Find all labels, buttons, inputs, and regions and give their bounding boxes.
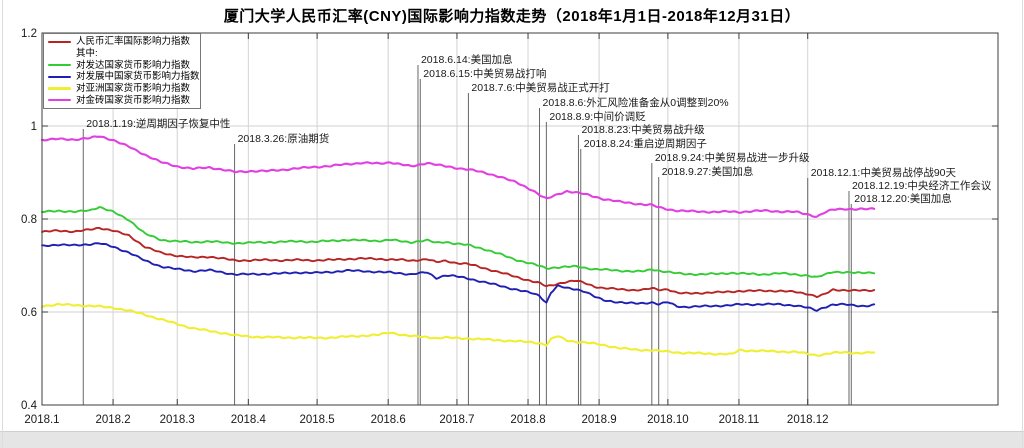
x-tick-label: 2018.9 xyxy=(581,414,616,426)
annotation-label: 2018.8.9:中间价调贬 xyxy=(549,110,646,123)
chart-title: 厦门大学人民币汇率(CNY)国际影响力指数走势（2018年1月1日-2018年1… xyxy=(223,8,801,25)
annotation-label: 2018.7.6:中美贸易战正式开打 xyxy=(471,81,610,94)
window-left-edge xyxy=(2,0,3,447)
x-tick-label: 2018.10 xyxy=(647,414,689,426)
annotation-label: 2018.8.6:外汇风险准备金从0调整到20% xyxy=(542,96,728,109)
series-line-yellow xyxy=(40,302,876,357)
x-tick-label: 2018.4 xyxy=(231,414,267,426)
y-tick-label: 1.2 xyxy=(21,28,37,40)
legend-item: 对发达国家货币影响力指数 xyxy=(48,60,200,71)
legend-item-label: 其中: xyxy=(76,47,98,59)
x-tick-label: 2018.1 xyxy=(24,414,59,426)
annotation-label: 2018.1.19:逆周期因子恢复中性 xyxy=(86,117,230,130)
annotation-label: 2018.9.24:中美贸易战进一步升级 xyxy=(655,151,810,164)
annotation-label: 2018.8.23:中美贸易战升级 xyxy=(581,123,705,136)
x-tick-label: 2018.6 xyxy=(371,414,406,426)
legend-item: 对发展中国家货币影响力指数 xyxy=(48,71,200,82)
series-line-blue xyxy=(41,242,876,312)
series-line-red xyxy=(41,226,876,299)
series-line-magenta xyxy=(40,135,876,218)
figure-bottom-margin xyxy=(0,431,1024,448)
legend-item: 其中: xyxy=(48,48,200,59)
legend-item: 对金砖国家货币影响力指数 xyxy=(48,95,200,106)
legend: 人民币汇率国际影响力指数 其中: 对发达国家货币影响力指数 对发展中国家货币影响力指数… xyxy=(43,33,201,109)
legend-line-magenta xyxy=(48,98,71,102)
x-tick-label: 2018.5 xyxy=(300,414,335,426)
annotation-label: 2018.12.20:美国加息 xyxy=(854,192,951,205)
legend-item: 对亚洲国家货币影响力指数 xyxy=(48,83,200,94)
legend-line-blue xyxy=(48,75,71,78)
y-tick-label: 0.6 xyxy=(21,307,37,319)
legend-item-label: 对发展中国家货币影响力指数 xyxy=(76,71,200,83)
x-tick-label: 2018.8 xyxy=(510,414,545,426)
y-tick-label: 0.4 xyxy=(21,400,38,412)
legend-line-green xyxy=(48,63,71,67)
annotation-label: 2018.3.26:原油期货 xyxy=(238,132,330,145)
legend-item: 人民币汇率国际影响力指数 xyxy=(48,36,200,47)
x-tick-label: 2018.11 xyxy=(719,414,760,426)
x-tick-label: 2018.3 xyxy=(160,414,195,426)
y-tick-label: 1 xyxy=(31,121,37,133)
annotation-label: 2018.9.27:美国加息 xyxy=(662,165,754,178)
legend-item-label: 对亚洲国家货币影响力指数 xyxy=(76,82,191,94)
legend-item-label: 对金砖国家货币影响力指数 xyxy=(76,94,191,106)
plot-area: 2018.1 2018.2 2018.3 2018.4 2018.5 2018.6 2018… xyxy=(21,28,999,426)
annotation-label: 2018.12.1:中美贸易战停战90天 xyxy=(811,166,957,179)
y-tick-label: 0.8 xyxy=(21,214,37,226)
x-tick-label: 2018.2 xyxy=(95,414,130,426)
x-tick-label: 2018.12 xyxy=(787,414,829,426)
annotation-label: 2018.8.24:重启逆周期因子 xyxy=(584,137,707,150)
series-line-green xyxy=(41,206,876,278)
x-tick-label: 2018.7 xyxy=(439,414,474,426)
legend-item-label: 对发达国家货币影响力指数 xyxy=(76,59,191,71)
legend-item-label: 人民币汇率国际影响力指数 xyxy=(76,36,191,48)
legend-line-red xyxy=(48,40,71,44)
window-right-edge xyxy=(1022,0,1023,447)
annotation-label: 2018.6.14:美国加息 xyxy=(421,53,513,66)
annotation-label: 2018.6.15:中美贸易战打响 xyxy=(423,67,546,80)
legend-line-yellow xyxy=(48,87,71,90)
annotation-label: 2018.12.19:中央经济工作会议 xyxy=(852,179,992,192)
